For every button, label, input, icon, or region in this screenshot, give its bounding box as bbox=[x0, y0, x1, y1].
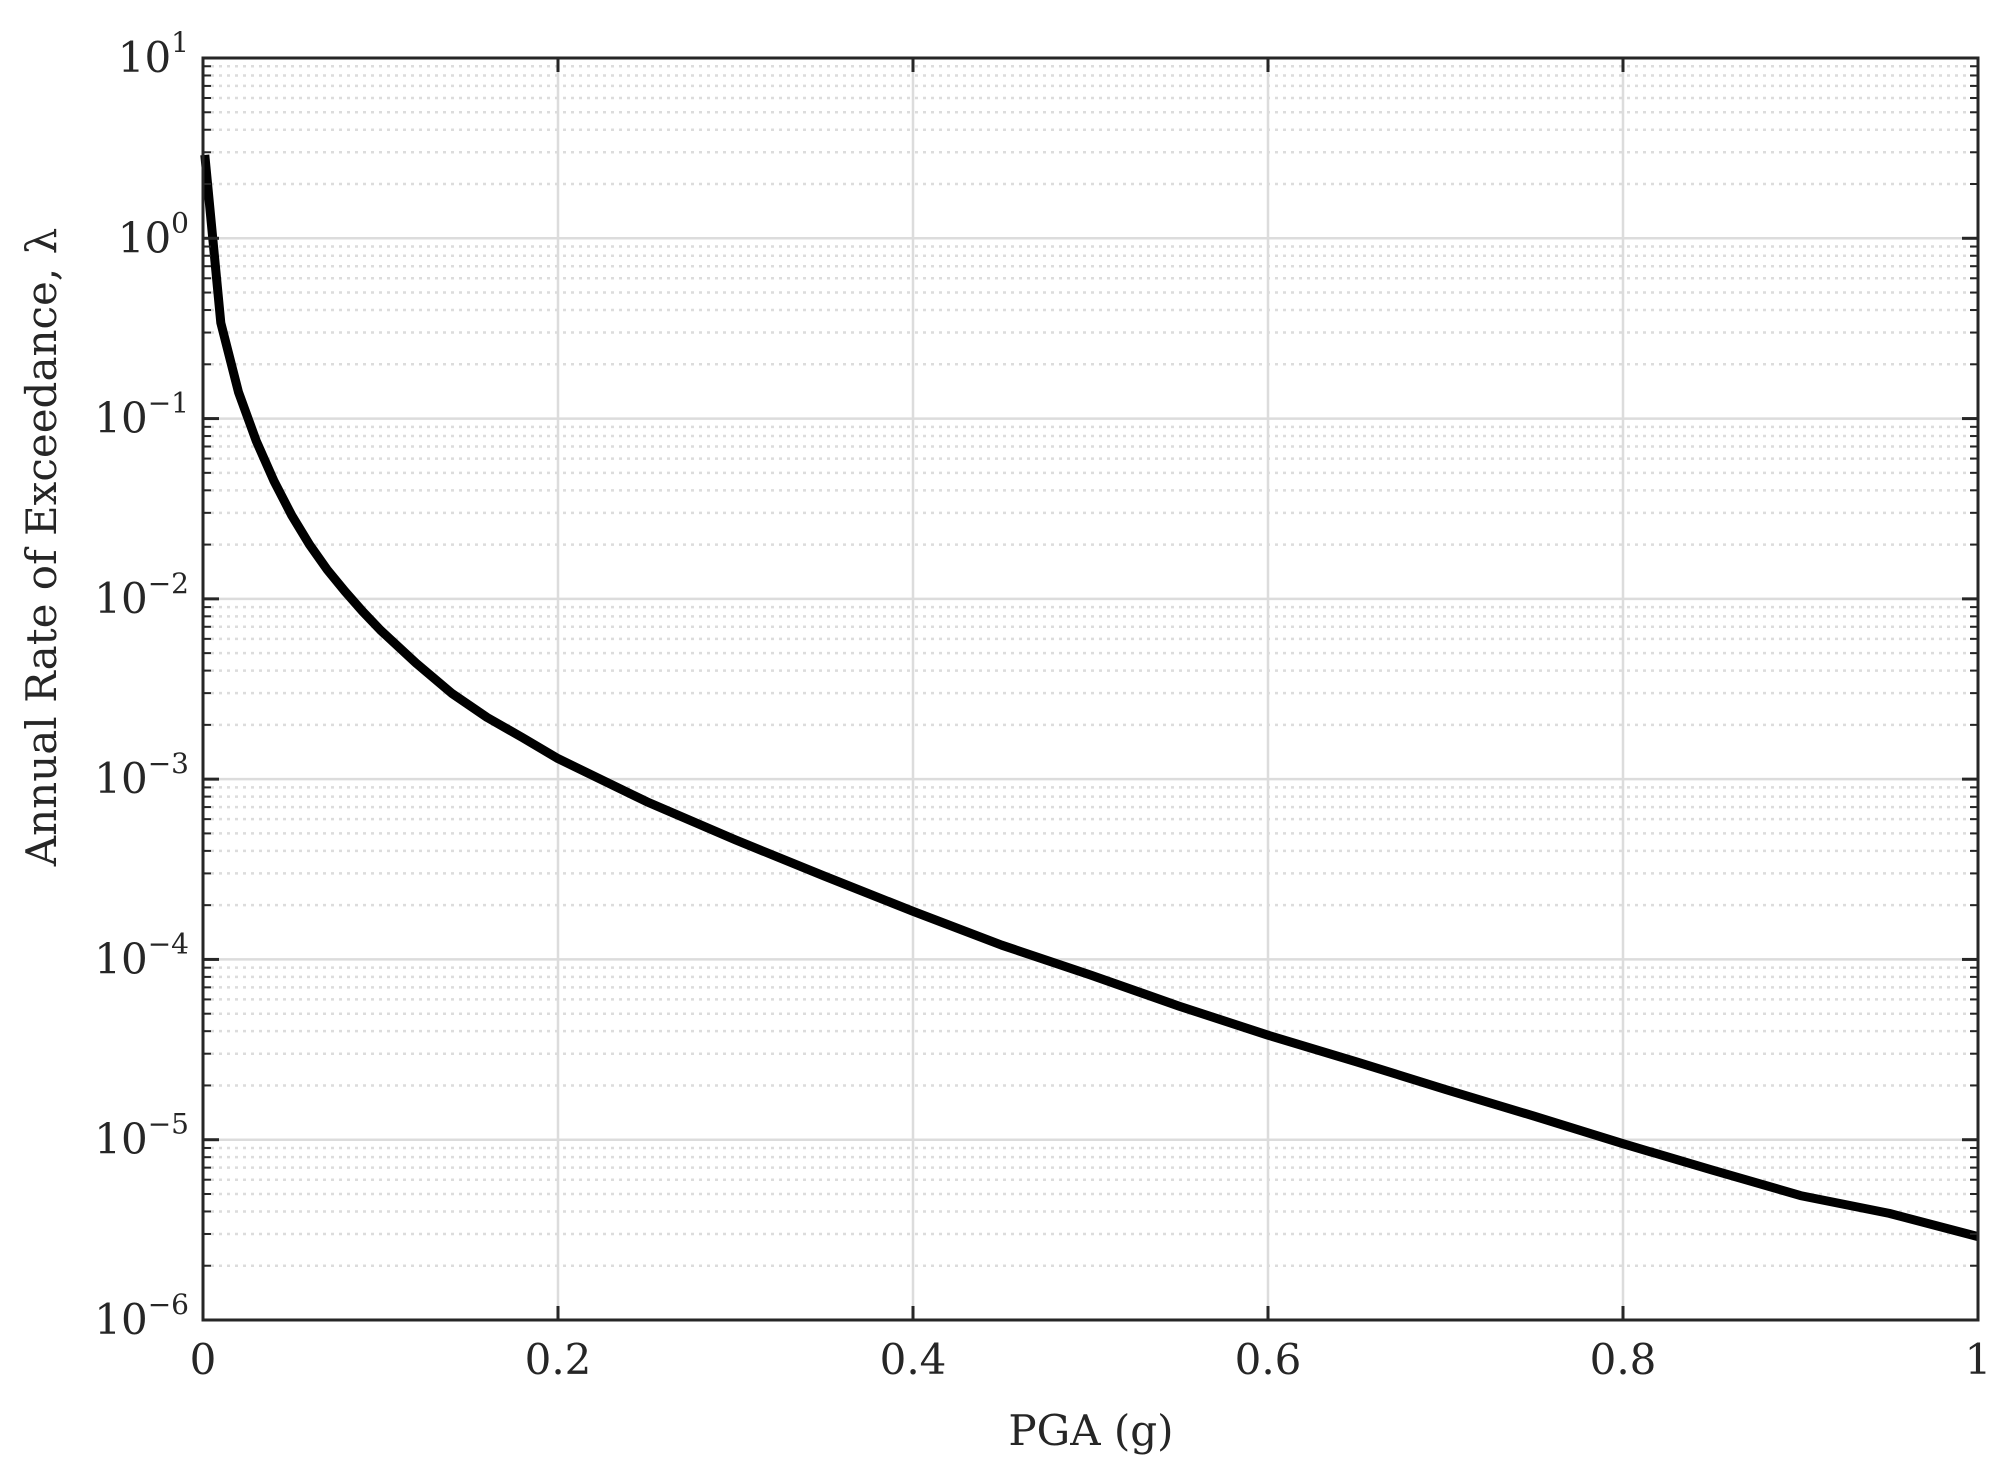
x-tick-labels: 0 0.2 0.4 0.6 0.8 1 bbox=[190, 1335, 1992, 1384]
x-tick-label: 0.4 bbox=[880, 1335, 947, 1384]
x-tick-label: 0.6 bbox=[1235, 1335, 1302, 1384]
x-tick-label: 0.2 bbox=[525, 1335, 592, 1384]
x-tick-label: 1 bbox=[1965, 1335, 1992, 1384]
y-tick-label: 10−5 bbox=[94, 1108, 189, 1164]
y-tick-label: 101 bbox=[118, 26, 189, 82]
y-tick-label: 10−2 bbox=[94, 567, 189, 623]
plot-frame bbox=[201, 56, 1980, 1322]
y-tick-label: 100 bbox=[118, 206, 189, 262]
y-tick-label: 10−1 bbox=[94, 387, 189, 443]
x-tick-label: 0.8 bbox=[1590, 1335, 1657, 1384]
y-tick-labels: 10−6 10−5 10−4 10−3 10−2 10−1 100 101 bbox=[94, 26, 189, 1344]
y-axis-title: Annual Rate of Exceedance, λ bbox=[17, 228, 66, 867]
hazard-curve-line bbox=[200, 154, 1980, 1241]
x-tick-label: 0 bbox=[190, 1335, 217, 1384]
y-tick-label: 10−6 bbox=[94, 1288, 189, 1344]
x-axis-title: PGA (g) bbox=[1008, 1406, 1173, 1455]
y-tick-label: 10−4 bbox=[94, 927, 189, 983]
series-layer bbox=[200, 154, 1980, 1241]
y-tick-label: 10−3 bbox=[94, 747, 189, 803]
axes-layer bbox=[201, 56, 1980, 1322]
